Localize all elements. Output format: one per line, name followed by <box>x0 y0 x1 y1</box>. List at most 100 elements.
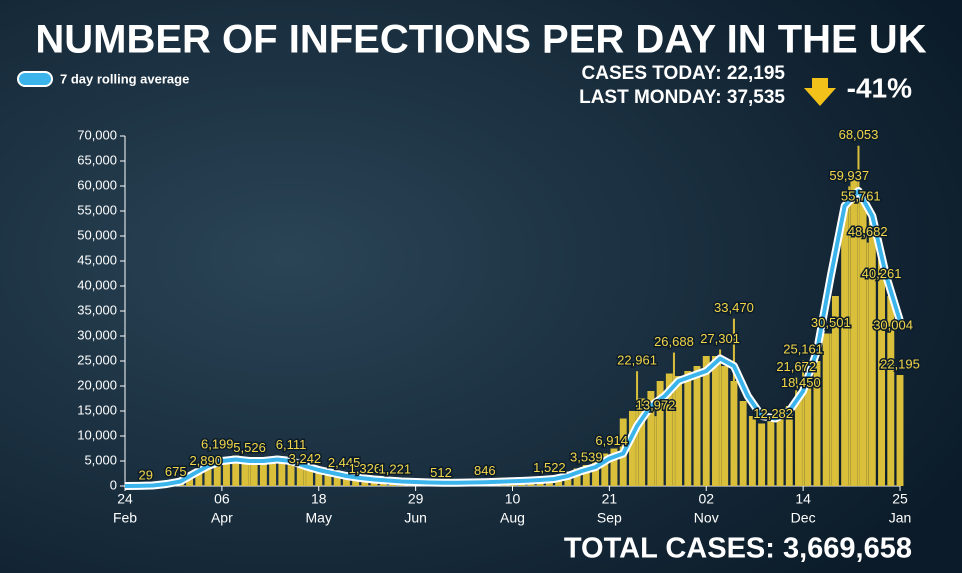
daily-spike <box>610 451 613 486</box>
bar <box>278 458 286 486</box>
bar <box>804 381 812 486</box>
daily-spike <box>772 424 775 486</box>
data-label: 55,761 <box>841 189 881 204</box>
x-tick-month: Dec <box>791 510 816 526</box>
daily-spike <box>799 393 802 486</box>
data-label: 1,326 <box>349 461 382 476</box>
y-tick-label: 60,000 <box>77 177 117 192</box>
x-tick-label: 14 <box>795 491 811 507</box>
bar <box>887 296 895 486</box>
data-label: 846 <box>474 463 496 478</box>
daily-spike <box>343 473 346 486</box>
data-label: 30,501 <box>811 315 851 330</box>
data-label: 18,450 <box>781 375 821 390</box>
daily-spike <box>654 416 657 486</box>
down-arrow <box>804 78 836 106</box>
bar <box>813 361 821 486</box>
data-label: 13,972 <box>636 398 676 413</box>
data-label: 6,914 <box>595 433 628 448</box>
bar <box>324 472 332 486</box>
y-tick-label: 50,000 <box>77 227 117 242</box>
bar <box>841 206 849 486</box>
bar <box>850 176 858 486</box>
data-label: 22,961 <box>617 353 657 368</box>
data-label: 5,526 <box>233 440 266 455</box>
bar <box>315 470 323 486</box>
data-label: 2,890 <box>189 453 222 468</box>
bar <box>758 423 766 486</box>
x-tick-label: 02 <box>698 491 714 507</box>
data-label: 22,195 <box>880 356 920 371</box>
x-tick-month: Jan <box>889 510 912 526</box>
daily-spike <box>204 471 207 486</box>
legend-label: 7 day rolling average <box>60 71 189 86</box>
bar <box>610 448 618 486</box>
bar <box>675 376 683 486</box>
bar <box>785 406 793 486</box>
bar <box>306 469 313 486</box>
bar <box>739 401 747 486</box>
data-label: 26,688 <box>654 334 694 349</box>
bar <box>250 461 258 486</box>
data-label: 48,682 <box>848 224 888 239</box>
data-label: 3,242 <box>289 451 322 466</box>
bar <box>647 391 655 486</box>
bar <box>573 468 581 486</box>
bar <box>296 464 304 486</box>
total-cases: TOTAL CASES: 3,669,658 <box>564 533 912 565</box>
bar <box>638 398 646 486</box>
x-tick-label: 10 <box>505 491 521 507</box>
bar <box>665 373 673 486</box>
x-tick-label: 18 <box>311 491 327 507</box>
data-label: 512 <box>430 465 452 480</box>
data-label: 6,111 <box>276 437 307 452</box>
bar <box>223 462 230 486</box>
bar <box>628 411 636 486</box>
bar <box>831 296 839 486</box>
data-label: 1,221 <box>379 461 412 476</box>
data-label: 68,053 <box>839 127 879 142</box>
y-tick-label: 65,000 <box>77 152 117 167</box>
daily-spike <box>859 207 862 486</box>
y-tick-label: 55,000 <box>77 202 117 217</box>
data-label: 59,937 <box>829 168 869 183</box>
daily-spike <box>795 377 798 486</box>
y-tick-label: 40,000 <box>77 277 117 292</box>
daily-spike <box>829 333 832 486</box>
data-label: 2,445 <box>328 455 361 470</box>
bar <box>702 356 710 486</box>
y-tick-label: 0 <box>110 477 117 492</box>
daily-spike <box>585 468 588 486</box>
bar <box>748 416 756 486</box>
last-monday: LAST MONDAY: 37,535 <box>579 87 785 108</box>
x-tick-label: 29 <box>408 491 424 507</box>
daily-spike <box>857 145 860 487</box>
x-tick-label: 24 <box>117 491 133 507</box>
bar <box>767 421 775 486</box>
data-label: 6,199 <box>201 436 234 451</box>
daily-spike <box>866 242 869 486</box>
data-label: 25,161 <box>783 342 823 357</box>
y-tick-label: 20,000 <box>77 377 117 392</box>
data-label: 675 <box>165 464 187 479</box>
bar <box>721 366 729 486</box>
data-label: 1,522 <box>533 460 566 475</box>
x-tick-month: Feb <box>113 510 137 526</box>
x-tick-month: Sep <box>597 510 622 526</box>
bar <box>232 455 240 486</box>
y-tick-label: 25,000 <box>77 352 117 367</box>
daily-spike <box>848 186 851 486</box>
bar <box>342 475 350 486</box>
daily-spike <box>899 375 901 486</box>
x-tick-month: Jun <box>404 510 427 526</box>
daily-spike <box>290 455 293 486</box>
data-label: 40,261 <box>862 266 902 281</box>
daily-spike <box>216 455 219 486</box>
data-label: 30,004 <box>873 317 913 332</box>
y-tick-label: 10,000 <box>77 427 117 442</box>
bar <box>269 462 277 486</box>
y-tick-label: 15,000 <box>77 402 117 417</box>
daily-spike <box>363 479 366 486</box>
